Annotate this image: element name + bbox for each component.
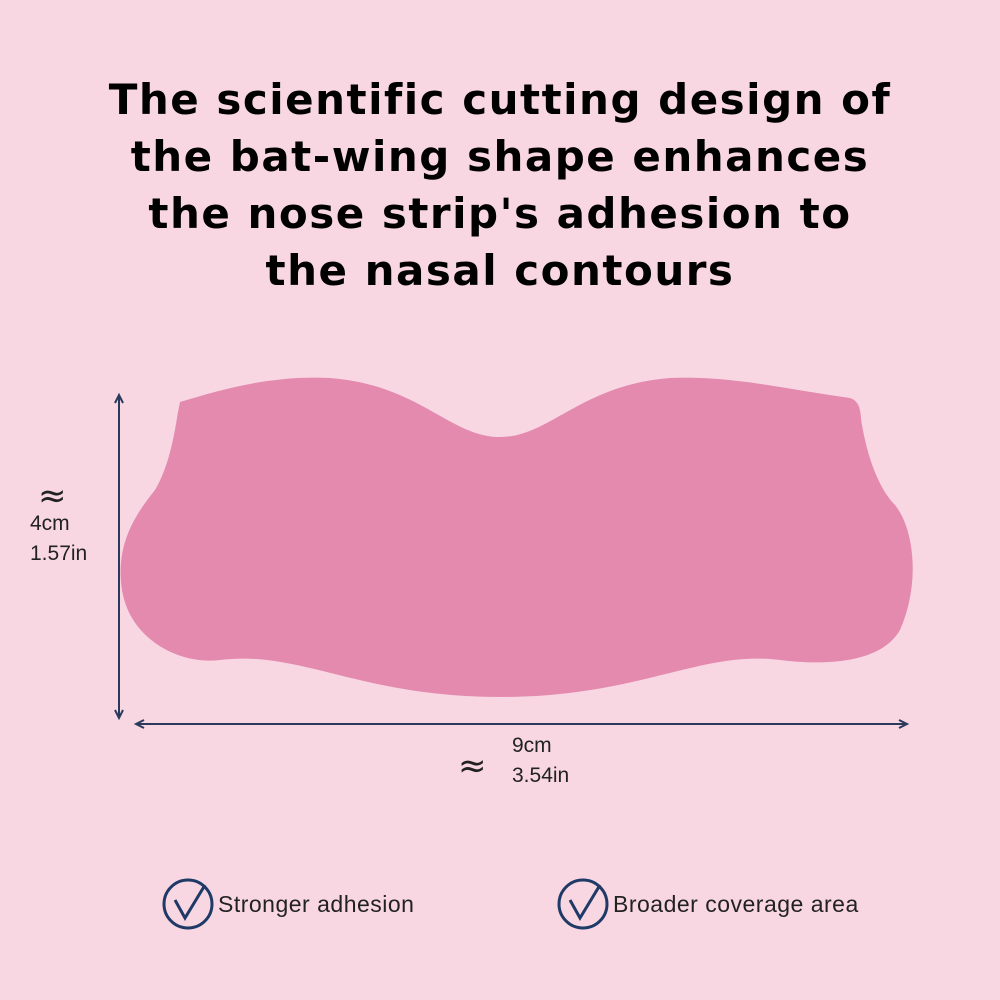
width-metric: 9cm (512, 734, 552, 757)
check-icon (162, 878, 214, 930)
width-imperial: 3.54in (512, 764, 569, 787)
check-icon (557, 878, 609, 930)
height-imperial: 1.57in (30, 542, 87, 565)
feature-label: Stronger adhesion (218, 891, 414, 917)
height-arrow (114, 392, 124, 721)
nose-strip (120, 377, 913, 697)
feature-label: Broader coverage area (613, 891, 859, 917)
title-line: the bat-wing shape enhances (131, 132, 870, 181)
approx-symbol: ≈ (458, 746, 487, 786)
title-line: the nose strip's adhesion to (148, 189, 851, 238)
height-metric: 4cm (30, 512, 70, 535)
title-line: the nasal contours (266, 246, 735, 295)
approx-symbol: ≈ (38, 476, 67, 516)
width-arrow (133, 719, 910, 729)
title-line: The scientific cutting design of (109, 75, 892, 124)
